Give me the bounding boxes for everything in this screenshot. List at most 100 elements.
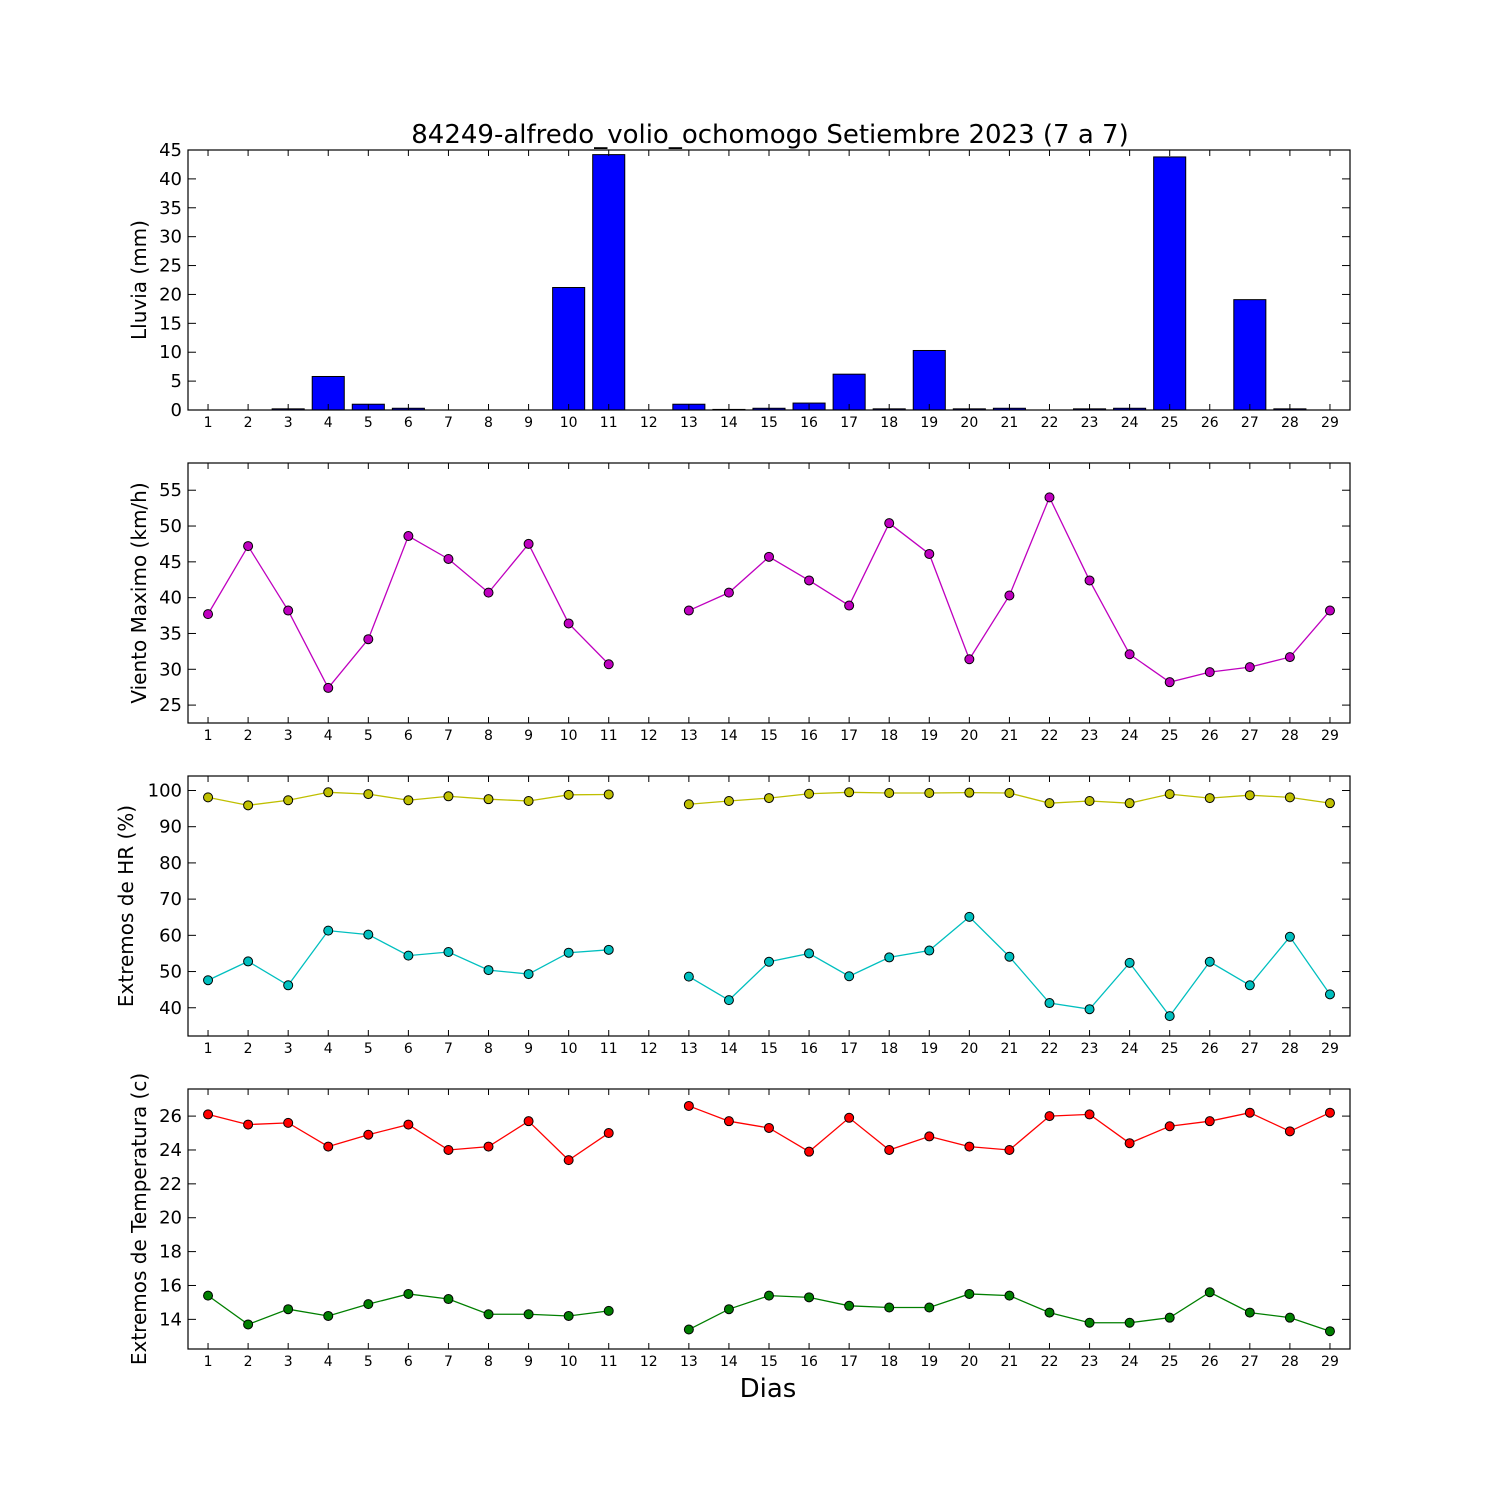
series-2-point-day-6: [403, 950, 414, 961]
x-tick-label: 16: [800, 1354, 818, 1370]
series-1-line-segment-2: [688, 495, 1331, 683]
series-1-point-day-7: [443, 791, 454, 802]
series-1-point-day-13: [683, 605, 694, 616]
x-tick-label: 18: [880, 728, 898, 744]
x-tick-label: 9: [524, 728, 533, 744]
x-tick-label: 24: [1121, 1041, 1139, 1057]
x-tick-label: 22: [1041, 1041, 1059, 1057]
series-2-point-day-27: [1244, 1307, 1255, 1318]
x-tick-label: 16: [800, 1041, 818, 1057]
x-tick-label: 13: [680, 415, 698, 431]
series-1-point-day-17: [844, 1112, 855, 1123]
x-tick-label: 23: [1081, 1041, 1099, 1057]
x-tick-label: 4: [324, 415, 333, 431]
y-tick-label: 25: [159, 695, 182, 716]
x-tick-label: 4: [324, 728, 333, 744]
series-1-point-day-14: [723, 1116, 734, 1127]
bar-day-19: [912, 349, 946, 411]
series-1-point-day-28: [1284, 652, 1295, 663]
series-1-point-day-8: [483, 1141, 494, 1152]
x-tick-label: 28: [1281, 1041, 1299, 1057]
series-1-point-day-23: [1084, 575, 1095, 586]
y-tick-label: 50: [159, 516, 182, 537]
series-1-point-day-10: [563, 1155, 574, 1166]
x-tick-label: 3: [284, 415, 293, 431]
x-tick-label: 21: [1000, 415, 1018, 431]
x-axis-label: Dias: [740, 1374, 797, 1404]
series-1-point-day-20: [964, 787, 975, 798]
series-1-point-day-6: [403, 531, 414, 542]
x-tick-label: 13: [680, 1354, 698, 1370]
x-tick-label: 10: [560, 415, 578, 431]
x-tick-label: 24: [1121, 1354, 1139, 1370]
x-tick-label: 23: [1081, 1354, 1099, 1370]
x-tick-label: 17: [840, 1041, 858, 1057]
x-tick-label: 27: [1241, 1354, 1259, 1370]
x-tick-label: 11: [600, 415, 618, 431]
y-tick-label: 20: [159, 284, 182, 305]
series-2-line-segment-2: [688, 915, 1331, 1018]
x-tick-label: 8: [484, 1354, 493, 1370]
x-tick-label: 15: [760, 415, 778, 431]
x-tick-label: 21: [1000, 728, 1018, 744]
series-1-point-day-4: [323, 682, 334, 693]
y-tick-label: 24: [159, 1140, 182, 1161]
series-2-point-day-21: [1004, 1290, 1015, 1301]
x-tick-label: 13: [680, 1041, 698, 1057]
series-2-point-day-4: [323, 1310, 334, 1321]
series-1-point-day-3: [283, 795, 294, 806]
x-tick-label: 25: [1161, 728, 1179, 744]
x-tick-label: 1: [204, 1041, 213, 1057]
x-tick-label: 17: [840, 728, 858, 744]
x-tick-label: 7: [444, 1354, 453, 1370]
x-tick-label: 18: [880, 1041, 898, 1057]
x-tick-label: 11: [600, 1354, 618, 1370]
x-tick-label: 26: [1201, 415, 1219, 431]
x-tick-label: 23: [1081, 415, 1099, 431]
series-2-point-day-23: [1084, 1004, 1095, 1015]
x-tick-label: 6: [404, 728, 413, 744]
x-tick-label: 5: [364, 728, 373, 744]
series-2-point-day-28: [1284, 1312, 1295, 1323]
x-tick-label: 5: [364, 415, 373, 431]
y-tick-label: 40: [159, 998, 182, 1019]
y-tick-label: 100: [148, 780, 182, 801]
series-1-point-day-17: [844, 600, 855, 611]
x-tick-label: 22: [1041, 415, 1059, 431]
series-1-point-day-26: [1204, 1116, 1215, 1127]
x-tick-label: 14: [720, 1041, 738, 1057]
x-tick-label: 13: [680, 728, 698, 744]
x-tick-label: 16: [800, 415, 818, 431]
x-tick-label: 8: [484, 728, 493, 744]
series-1-point-day-1: [203, 792, 214, 803]
x-tick-label: 4: [324, 1041, 333, 1057]
x-tick-label: 15: [760, 1041, 778, 1057]
x-tick-label: 17: [840, 1354, 858, 1370]
x-tick-label: 19: [920, 415, 938, 431]
series-1-point-day-1: [203, 609, 214, 620]
y-axis-label: Lluvia (mm): [127, 220, 151, 340]
series-1-point-day-5: [363, 634, 374, 645]
series-1-point-day-27: [1244, 662, 1255, 673]
series-2-point-day-22: [1044, 1307, 1055, 1318]
series-2-point-day-22: [1044, 998, 1055, 1009]
series-2-point-day-5: [363, 929, 374, 940]
series-1-point-day-27: [1244, 1107, 1255, 1118]
series-2-point-day-26: [1204, 1287, 1215, 1298]
series-2-point-day-3: [283, 1304, 294, 1315]
x-tick-label: 28: [1281, 415, 1299, 431]
series-1-point-day-24: [1124, 798, 1135, 809]
series-1-point-day-9: [523, 795, 534, 806]
y-tick-label: 50: [159, 962, 182, 983]
x-tick-label: 27: [1241, 1041, 1259, 1057]
x-tick-label: 1: [204, 1354, 213, 1370]
y-tick-label: 14: [159, 1309, 182, 1330]
series-2-point-day-25: [1164, 1011, 1175, 1022]
series-1-point-day-18: [884, 788, 895, 799]
x-tick-label: 19: [920, 1354, 938, 1370]
x-tick-label: 10: [560, 1041, 578, 1057]
series-1-line-segment-1: [207, 535, 610, 690]
x-tick-label: 26: [1201, 1354, 1219, 1370]
series-2-point-day-9: [523, 1309, 534, 1320]
